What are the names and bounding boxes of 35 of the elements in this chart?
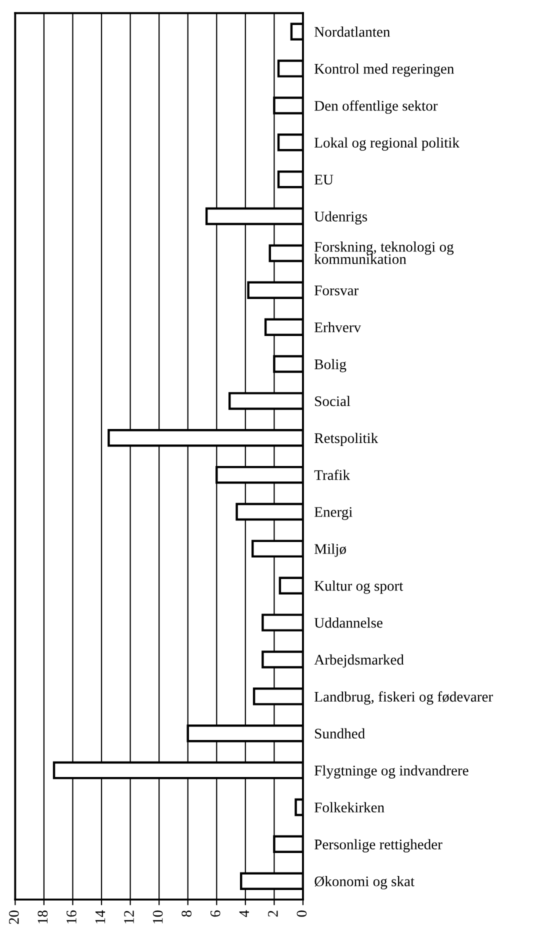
y-tick-label: Nordatlanten <box>314 26 390 37</box>
x-tick-label: 16 <box>66 910 76 924</box>
y-tick-label: Social <box>315 396 350 406</box>
y-tick-label: Energi <box>314 507 352 520</box>
y-tick-label: EU <box>314 174 334 185</box>
y-tick-label: Arbejdsmarked <box>314 654 404 668</box>
y-tick-label: Forsvar <box>314 286 359 296</box>
x-tick-label: 6 <box>210 910 220 917</box>
y-tick-label: Kultur og sport <box>314 580 404 594</box>
y-tick-label: Den offentlige sektor <box>314 100 438 114</box>
y-tick-label: Lokal og regional politik <box>314 137 460 151</box>
y-tick-label: Trafik <box>314 470 350 480</box>
x-tick-label: 0 <box>296 910 307 917</box>
x-tick-label: 10 <box>152 910 163 924</box>
y-tick-label: Personlige rettigheder <box>314 839 442 852</box>
y-tick-label: Retspolitik <box>314 432 378 446</box>
y-tick-label: Sundhed <box>315 728 365 739</box>
y-tick-label: Bolig <box>314 358 346 372</box>
x-tick-label: 8 <box>182 910 192 917</box>
y-tick-label: Folkekirken <box>314 802 384 812</box>
y-tick-label: Flygtninge og indvandrere <box>314 765 468 778</box>
x-tick-label: 18 <box>38 910 48 924</box>
x-tick-label: 4 <box>239 910 249 917</box>
x-tick-label: 12 <box>124 910 134 924</box>
y-tick-label: Forskning, teknologi og kommunikation <box>314 242 454 264</box>
y-tick-label: Erhverv <box>314 322 362 332</box>
y-tick-label: Økonomi og skat <box>314 876 414 890</box>
y-tick-label: Landbrug, fiskeri og fødevarer <box>314 691 493 705</box>
x-tick-label: 14 <box>95 910 106 924</box>
y-tick-label: Uddannelse <box>314 617 382 628</box>
y-tick-label: Udenrigs <box>314 211 368 224</box>
x-tick-label: 2 <box>268 910 278 917</box>
x-tick-label: 20 <box>8 910 19 924</box>
y-tick-label: Miljø <box>314 544 346 557</box>
y-tick-label: Kontrol med regeringen <box>314 63 454 77</box>
